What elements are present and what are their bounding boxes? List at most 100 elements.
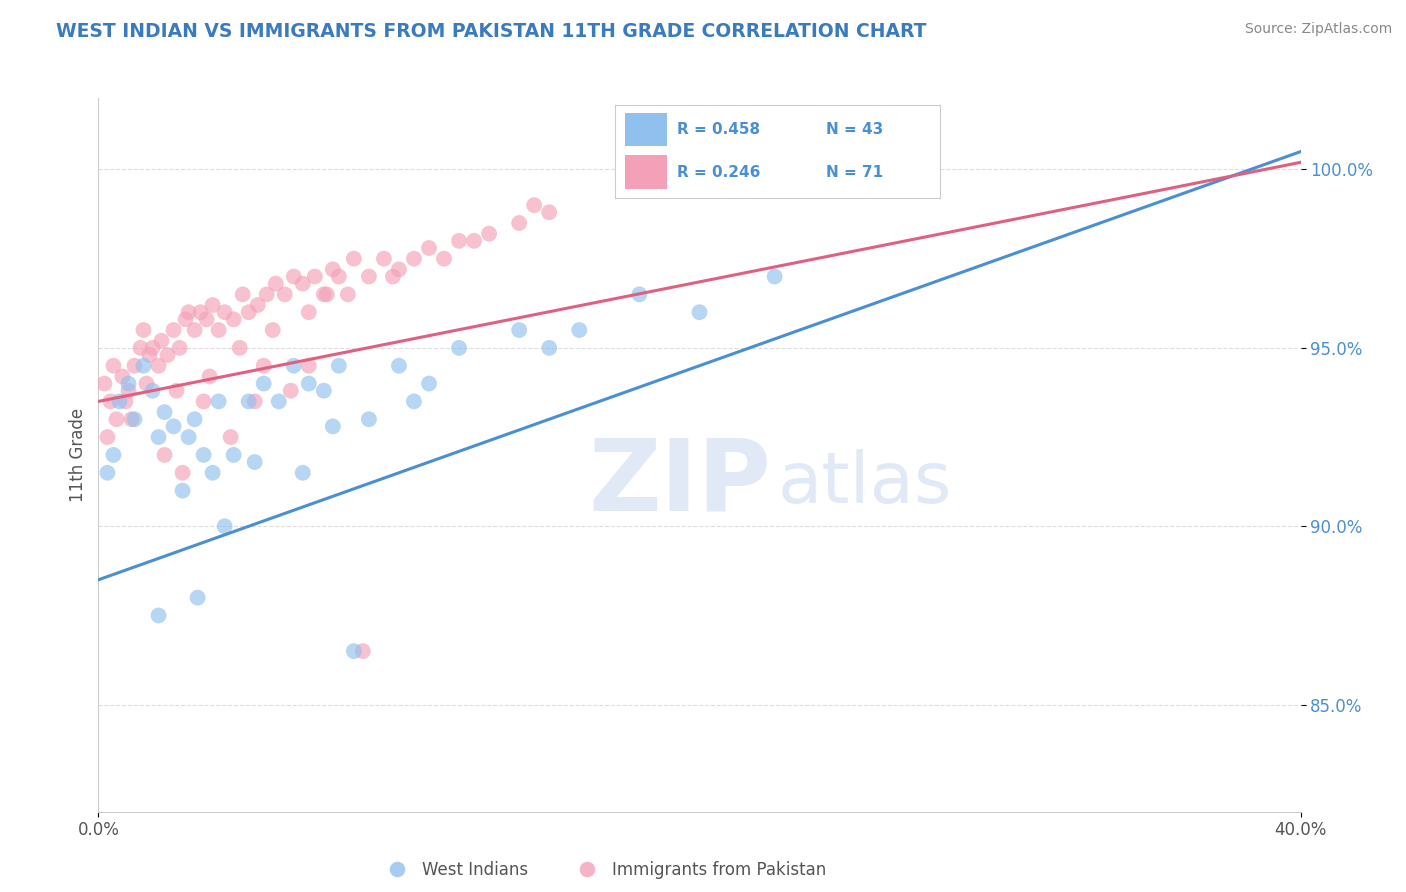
Legend: West Indians, Immigrants from Pakistan: West Indians, Immigrants from Pakistan xyxy=(374,855,832,886)
Point xyxy=(177,430,200,444)
Point xyxy=(183,412,205,426)
Point xyxy=(256,287,278,301)
Point xyxy=(253,359,276,373)
Point xyxy=(388,359,411,373)
Point xyxy=(343,644,366,658)
Point xyxy=(283,359,305,373)
Point xyxy=(141,384,163,398)
Point xyxy=(103,448,125,462)
Point xyxy=(508,323,530,337)
Point xyxy=(291,466,314,480)
Point xyxy=(418,241,440,255)
Point xyxy=(298,305,321,319)
Point xyxy=(238,394,260,409)
Point xyxy=(267,394,290,409)
Point xyxy=(187,591,209,605)
Point xyxy=(232,287,254,301)
Point xyxy=(688,305,710,319)
Point xyxy=(838,180,860,194)
Point xyxy=(508,216,530,230)
Point xyxy=(174,312,197,326)
Point xyxy=(162,323,184,337)
Point xyxy=(463,234,485,248)
Point xyxy=(169,341,191,355)
Point xyxy=(183,323,205,337)
Point xyxy=(328,359,350,373)
Point xyxy=(238,305,260,319)
Point xyxy=(298,376,321,391)
Point xyxy=(148,359,170,373)
Point xyxy=(114,394,136,409)
Point xyxy=(312,384,335,398)
Point xyxy=(283,269,305,284)
Point xyxy=(166,384,188,398)
Point xyxy=(117,384,139,398)
Point xyxy=(357,269,380,284)
Point xyxy=(433,252,456,266)
Point xyxy=(117,376,139,391)
Point xyxy=(153,405,176,419)
Point xyxy=(198,369,221,384)
Point xyxy=(478,227,501,241)
Point xyxy=(172,483,194,498)
Point xyxy=(129,341,152,355)
Point xyxy=(262,323,284,337)
Text: WEST INDIAN VS IMMIGRANTS FROM PAKISTAN 11TH GRADE CORRELATION CHART: WEST INDIAN VS IMMIGRANTS FROM PAKISTAN … xyxy=(56,22,927,41)
Point xyxy=(208,323,231,337)
Point xyxy=(201,466,224,480)
Point xyxy=(132,323,155,337)
Point xyxy=(214,519,236,533)
Point xyxy=(274,287,297,301)
Point xyxy=(177,305,200,319)
Y-axis label: 11th Grade: 11th Grade xyxy=(69,408,87,502)
Point xyxy=(447,234,470,248)
Point xyxy=(352,644,374,658)
Text: ZIP: ZIP xyxy=(589,435,772,532)
Point xyxy=(381,269,404,284)
Point xyxy=(373,252,395,266)
Point xyxy=(138,348,160,362)
Point xyxy=(172,466,194,480)
Point xyxy=(291,277,314,291)
Point xyxy=(190,305,212,319)
Point xyxy=(402,394,425,409)
Point xyxy=(336,287,359,301)
Point xyxy=(201,298,224,312)
Point xyxy=(538,341,561,355)
Point xyxy=(357,412,380,426)
Point xyxy=(298,359,321,373)
Point xyxy=(343,252,366,266)
Point xyxy=(304,269,326,284)
Point xyxy=(108,394,131,409)
Point xyxy=(763,269,786,284)
Point xyxy=(253,376,276,391)
Point xyxy=(322,419,344,434)
Point xyxy=(193,394,215,409)
Point xyxy=(628,287,651,301)
Point xyxy=(328,269,350,284)
Text: Source: ZipAtlas.com: Source: ZipAtlas.com xyxy=(1244,22,1392,37)
Point xyxy=(148,430,170,444)
Point xyxy=(243,455,266,469)
Point xyxy=(208,394,231,409)
Point xyxy=(105,412,128,426)
Point xyxy=(315,287,337,301)
Point xyxy=(447,341,470,355)
Point xyxy=(193,448,215,462)
Point xyxy=(243,394,266,409)
Point xyxy=(312,287,335,301)
Point xyxy=(100,394,122,409)
Point xyxy=(418,376,440,391)
Point xyxy=(246,298,269,312)
Point xyxy=(322,262,344,277)
Point xyxy=(228,341,250,355)
Point xyxy=(96,430,118,444)
Point xyxy=(402,252,425,266)
Point xyxy=(214,305,236,319)
Point xyxy=(538,205,561,219)
Point xyxy=(568,323,591,337)
Point xyxy=(135,376,157,391)
Point xyxy=(150,334,173,348)
Point xyxy=(132,359,155,373)
Point xyxy=(124,359,146,373)
